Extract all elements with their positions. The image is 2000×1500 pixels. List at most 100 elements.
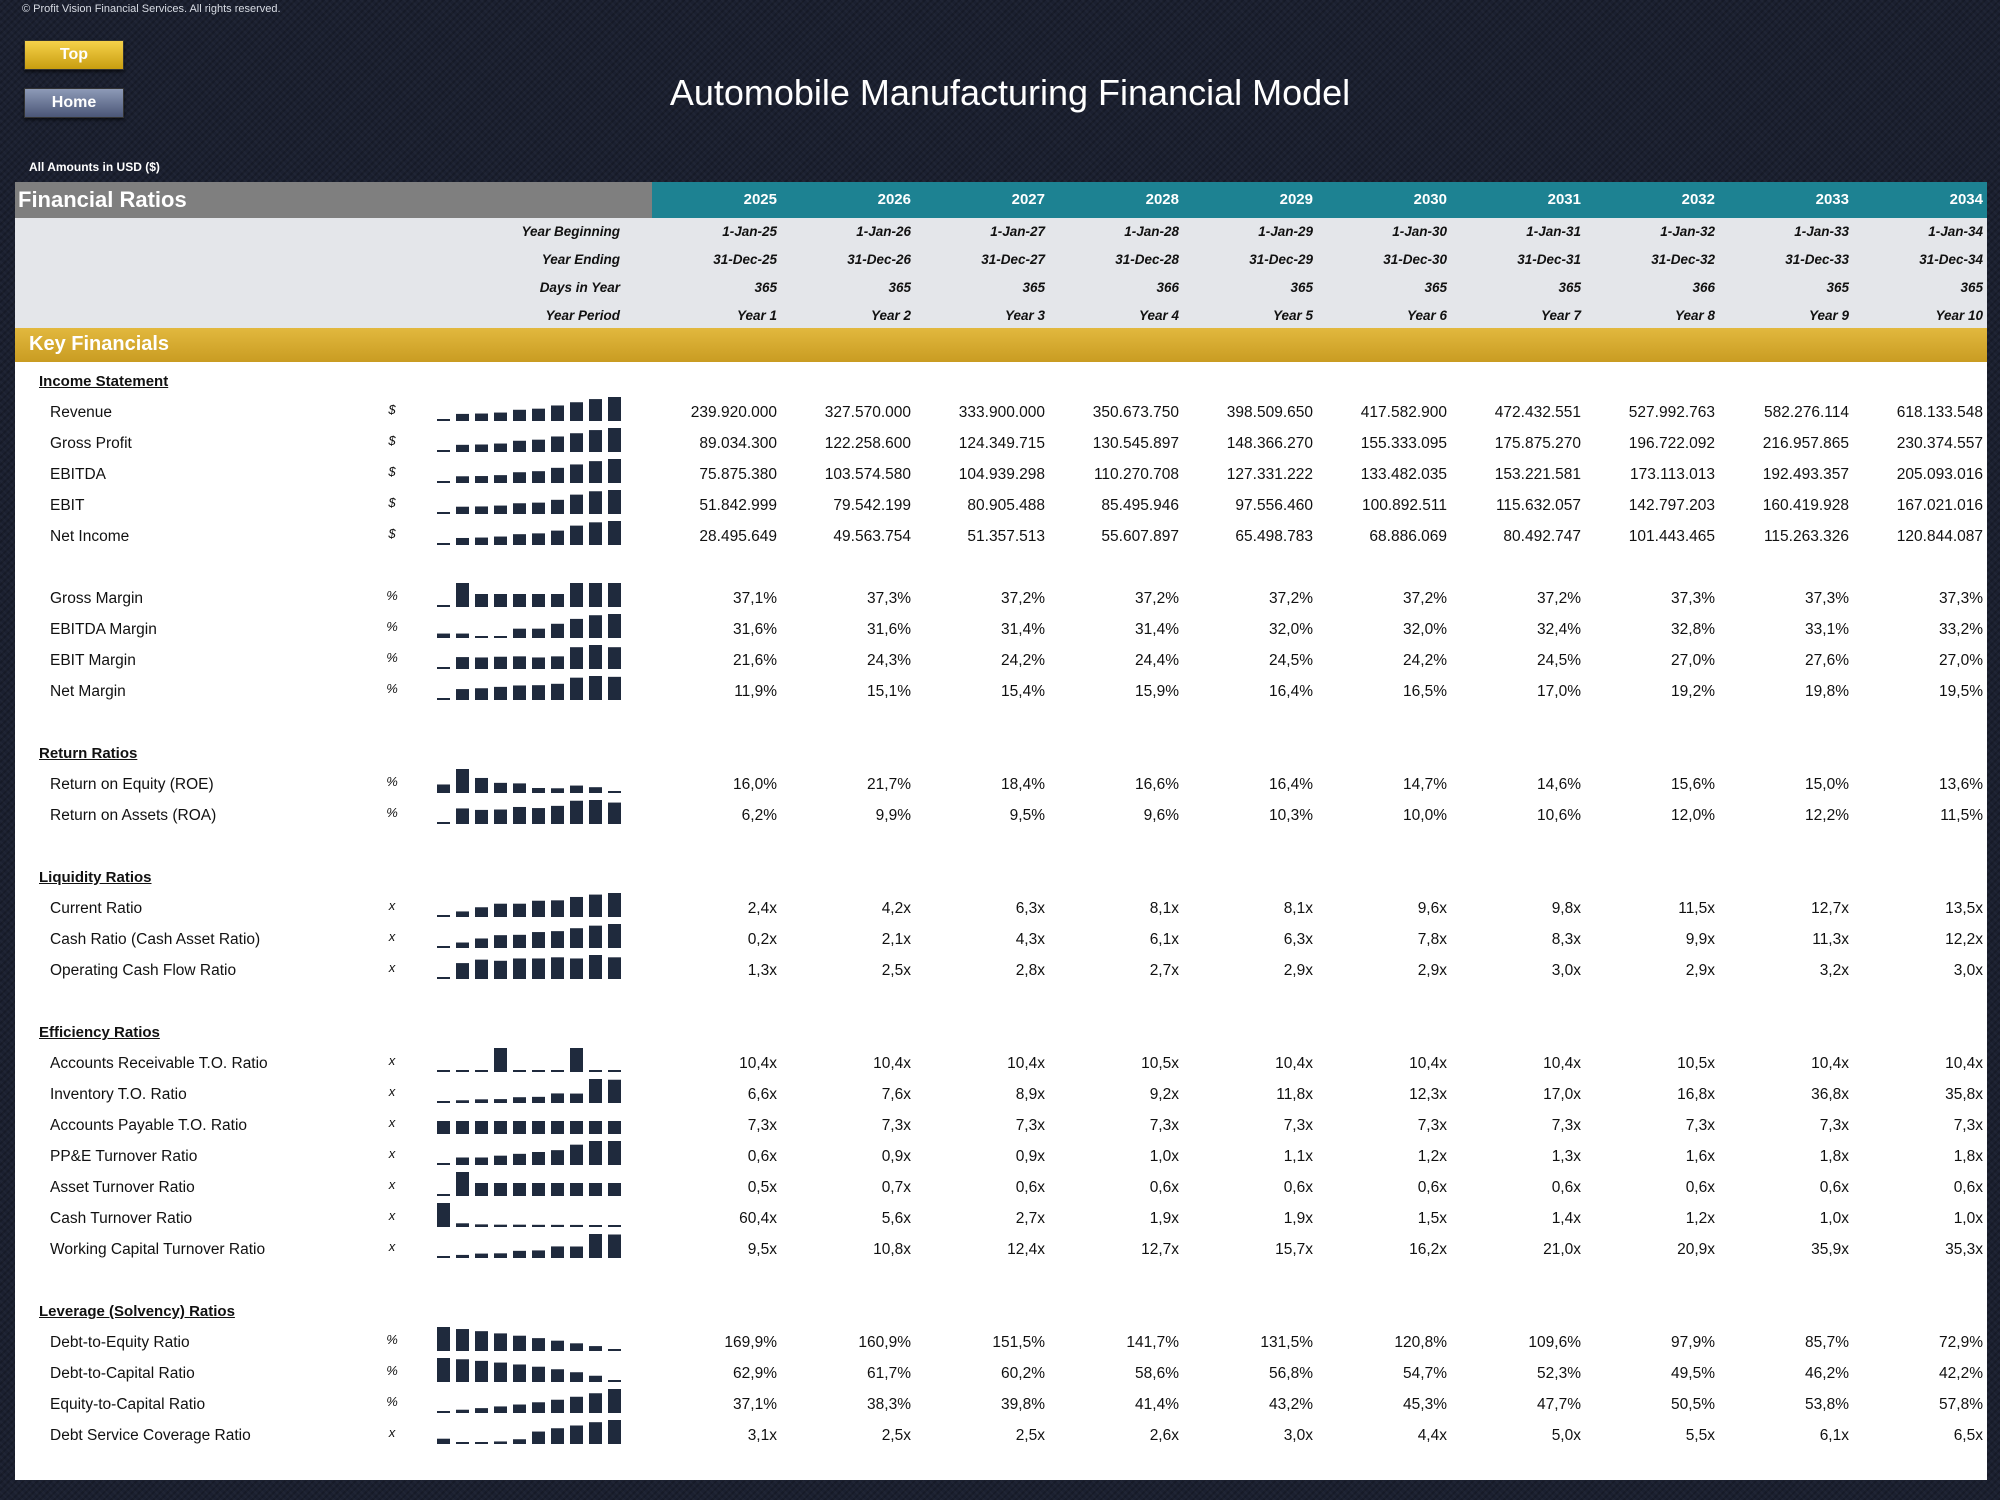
sparkline-chart [437, 1327, 621, 1351]
sparkline-bar [513, 594, 526, 607]
ratio-value: 68.886.069 [1369, 528, 1447, 545]
sparkline-bar [589, 1183, 602, 1196]
ratio-value: 7,3x [1819, 1117, 1849, 1134]
sparkline-bar [494, 686, 507, 700]
ratio-value: 56,8% [1269, 1365, 1313, 1382]
sparkline-bar [437, 1121, 450, 1134]
sparkline-bar [570, 583, 583, 607]
sparkline-bar [437, 977, 450, 979]
sparkline-bar [532, 685, 545, 700]
sparkline-bar [589, 800, 602, 824]
ratio-value: 527.992.763 [1628, 404, 1715, 421]
ratio-value: 7,3x [881, 1117, 911, 1134]
ratio-value: 239.920.000 [690, 404, 777, 421]
ratio-value: 9,5x [747, 1241, 777, 1258]
ratio-value: 3,0x [1551, 962, 1581, 979]
sparkline-bar [475, 1331, 488, 1351]
sparkline-bar [456, 657, 469, 669]
sparkline-bar [570, 1144, 583, 1165]
sparkline-bar [437, 1256, 450, 1258]
period-info-value: 365 [754, 280, 777, 295]
sparkline-bar [532, 932, 545, 948]
sparkline-bar [608, 459, 621, 483]
sparkline-bar [456, 963, 469, 979]
sparkline [435, 520, 635, 546]
sparkline-bar [513, 806, 526, 824]
sparkline-bar [551, 1369, 564, 1382]
unit-label: x [388, 1239, 396, 1254]
ratio-value: 60,2% [1001, 1365, 1045, 1382]
ratio-value: 1,0x [1149, 1148, 1179, 1165]
ratio-value: 24,5% [1537, 652, 1581, 669]
sparkline-bar [437, 633, 450, 638]
sparkline-bar [513, 1070, 526, 1072]
period-info-value: 31-Dec-30 [1383, 252, 1447, 267]
ratio-value: 169,9% [724, 1334, 777, 1351]
ratio-value: 131,5% [1260, 1334, 1313, 1351]
ratio-label: Operating Cash Flow Ratio [50, 962, 237, 979]
ratio-value: 0,6x [1819, 1179, 1849, 1196]
key-financials-band: Key Financials [15, 328, 1987, 362]
sparkline-bar [437, 481, 450, 483]
unit-label: x [388, 960, 396, 975]
unit-label: x [388, 1425, 396, 1440]
ratio-value: 35,8x [1945, 1086, 1983, 1103]
sparkline [435, 427, 635, 453]
sparkline-bar [589, 1393, 602, 1413]
sparkline-bar [513, 472, 526, 483]
ratio-value: 7,3x [747, 1117, 777, 1134]
sparkline-bar [608, 676, 621, 700]
sparkline [435, 1047, 635, 1073]
sparkline-bar [608, 802, 621, 824]
sparkline-bar [551, 530, 564, 545]
sparkline [435, 892, 635, 918]
sparkline-bar [551, 957, 564, 979]
period-info-value: 1-Jan-34 [1928, 224, 1983, 239]
sparkline-bar [456, 633, 469, 638]
sparkline-bar [494, 636, 507, 638]
sparkline-bar [475, 537, 488, 545]
ratio-value: 133.482.035 [1360, 466, 1447, 483]
ratio-value: 10,4x [1275, 1055, 1313, 1072]
sparkline-bar [456, 1100, 469, 1103]
top-button[interactable]: Top [24, 40, 124, 70]
home-button[interactable]: Home [24, 88, 124, 118]
period-info-value: 1-Jan-27 [990, 224, 1045, 239]
sparkline-bar [494, 935, 507, 948]
ratio-value: 7,6x [881, 1086, 911, 1103]
sparkline-bar [570, 1224, 583, 1227]
ratio-value: 7,3x [1283, 1117, 1313, 1134]
unit-label: % [386, 805, 398, 820]
period-info-value: 366 [1156, 280, 1179, 295]
ratio-value: 28.495.649 [699, 528, 777, 545]
ratio-value: 65.498.783 [1235, 528, 1313, 545]
period-info-value: 365 [1960, 280, 1983, 295]
sparkline-chart [437, 769, 621, 793]
sparkline-bar [475, 1442, 488, 1444]
ratio-value: 31,6% [733, 621, 777, 638]
sparkline-bar [532, 533, 545, 545]
ratio-value: 7,3x [1417, 1117, 1447, 1134]
ratio-value: 19,8% [1805, 683, 1849, 700]
ratio-label: Asset Turnover Ratio [50, 1179, 195, 1196]
ratio-value: 103.574.580 [824, 466, 911, 483]
sparkline-bar [608, 1349, 621, 1351]
sparkline-bar [570, 647, 583, 669]
sparkline-bar [532, 1121, 545, 1134]
sparkline-chart [437, 459, 621, 483]
ratio-value: 582.276.114 [1763, 404, 1849, 421]
ratio-value: 3,2x [1819, 962, 1849, 979]
period-info-value: Year 4 [1138, 308, 1179, 323]
period-info-value: 366 [1692, 280, 1715, 295]
sparkline-bar [589, 1141, 602, 1165]
section-heading: Return Ratios [39, 745, 138, 762]
sparkline [435, 768, 635, 794]
ratio-value: 8,9x [1015, 1086, 1045, 1103]
sparkline-bar [608, 893, 621, 917]
ratio-value: 1,3x [1551, 1148, 1581, 1165]
sparkline-bar [532, 958, 545, 979]
sparkline-bar [589, 894, 602, 917]
sparkline [435, 923, 635, 949]
ratio-value: 5,0x [1551, 1427, 1581, 1444]
sparkline-bar [570, 402, 583, 421]
